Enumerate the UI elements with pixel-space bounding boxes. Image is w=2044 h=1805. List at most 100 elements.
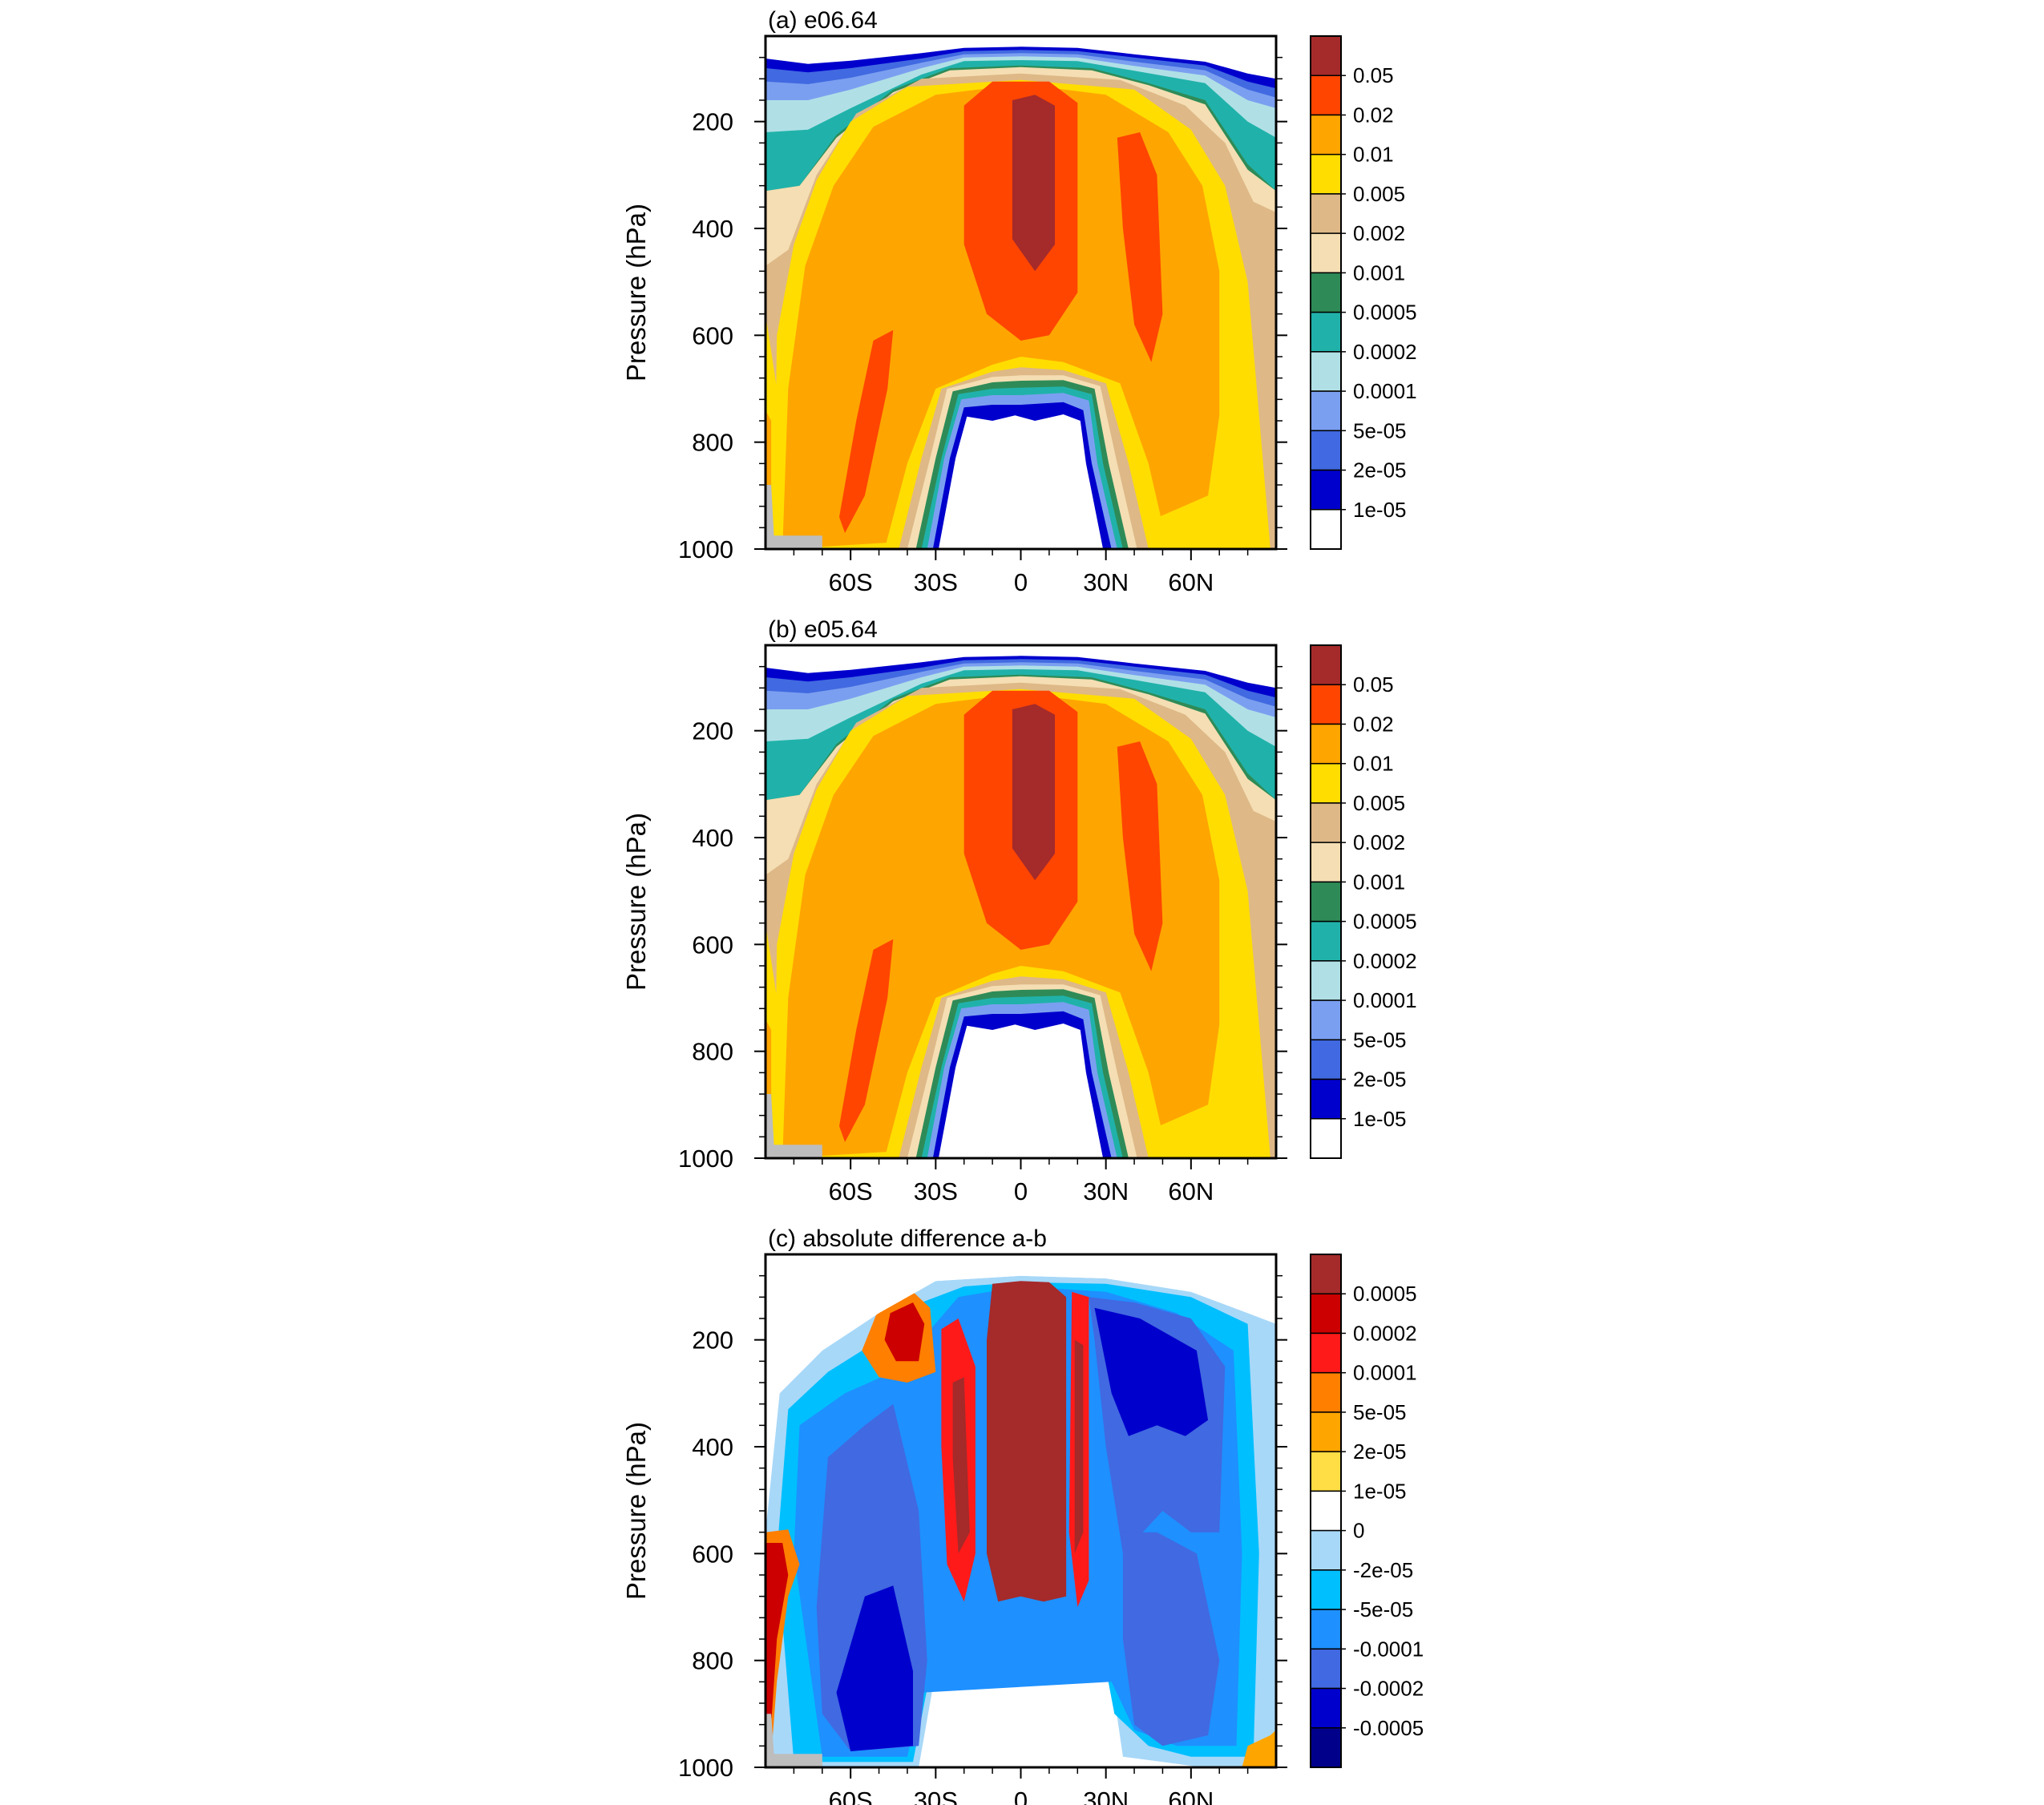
colorbar-box	[1310, 430, 1342, 471]
y-tick-label: 200	[692, 108, 733, 136]
y-tick-label: 800	[692, 429, 733, 457]
contour-band	[839, 939, 894, 1142]
contour-band	[1074, 1339, 1084, 1554]
y-tick-label: 200	[692, 717, 733, 745]
y-tick-label: 600	[692, 321, 733, 349]
contour-band	[938, 414, 1104, 549]
contour-band	[884, 1302, 925, 1362]
missing-data	[765, 1714, 822, 1767]
plot-area	[765, 1254, 1276, 1767]
y-tick-label: 1000	[678, 535, 733, 563]
contour-band	[1117, 132, 1163, 362]
colorbar-box	[1310, 920, 1342, 962]
colorbar-label: -0.0001	[1353, 1637, 1424, 1661]
y-tick-label: 600	[692, 1540, 733, 1568]
colorbar-box	[1310, 842, 1342, 883]
colorbar-box	[1310, 1078, 1342, 1120]
colorbar-box	[1310, 272, 1342, 313]
colorbar-label: 0.0001	[1353, 1361, 1417, 1385]
colorbar-box	[1310, 1529, 1342, 1571]
x-tick-label: 60S	[829, 568, 873, 596]
colorbar-label: 0.005	[1353, 182, 1405, 206]
colorbar-label: 5e-05	[1353, 1028, 1407, 1052]
y-tick-label: 1000	[678, 1754, 733, 1782]
colorbar-box	[1310, 351, 1342, 392]
colorbar-label: -5e-05	[1353, 1597, 1413, 1621]
colorbar-label: 1e-05	[1353, 1479, 1407, 1503]
colorbar-box	[1310, 75, 1342, 116]
contour-band	[765, 1543, 789, 1746]
colorbar-label: 0.02	[1353, 712, 1394, 736]
colorbar-label: 0.002	[1353, 830, 1405, 854]
colorbar-box	[1310, 1490, 1342, 1532]
colorbar-frame	[1310, 644, 1342, 1159]
y-tick-label: 600	[692, 931, 733, 959]
colorbar-label: 0.001	[1353, 870, 1405, 894]
x-tick-label: 60S	[829, 1177, 873, 1205]
colorbar-label: -2e-05	[1353, 1558, 1413, 1582]
colorbar-label: 1e-05	[1353, 1107, 1407, 1131]
x-tick-label: 30N	[1083, 568, 1129, 596]
colorbar-box	[1310, 193, 1342, 234]
colorbar-box	[1310, 1332, 1342, 1374]
x-tick-label: 0	[1014, 1787, 1028, 1805]
contour-band	[836, 1585, 913, 1751]
panel-c: (c) absolute difference a-b 200 400 600 800 1…	[621, 1226, 1424, 1805]
panel-title: (a) e06.64	[768, 7, 878, 34]
y-tick-label: 1000	[678, 1145, 733, 1173]
contour-band	[1122, 1532, 1220, 1746]
x-tick-label: 0	[1014, 1177, 1028, 1205]
colorbar-label: 0.0002	[1353, 949, 1417, 973]
colorbar-label: 0.01	[1353, 752, 1394, 776]
colorbar-label: 0.0005	[1353, 301, 1417, 325]
colorbar-box	[1310, 1118, 1342, 1159]
colorbar: 0.05 0.02 0.01 0.005 0.002 0.001 0.0005 0.0002 0…	[1310, 644, 1417, 1159]
colorbar-label: 0.005	[1353, 791, 1405, 815]
colorbar-label: 1e-05	[1353, 498, 1407, 522]
colorbar-box	[1310, 881, 1342, 923]
contour-band	[1012, 95, 1055, 272]
colorbar-box	[1310, 1371, 1342, 1413]
contour-band	[765, 36, 1276, 74]
x-tick-label: 60S	[829, 1787, 873, 1805]
colorbar-label: 0.0001	[1353, 379, 1417, 403]
colorbar-frame	[1310, 35, 1342, 550]
colorbar-label: 0.05	[1353, 672, 1394, 697]
colorbar-label: -0.0002	[1353, 1677, 1424, 1701]
colorbar-box	[1310, 1293, 1342, 1335]
x-tick-label: 30S	[914, 1787, 958, 1805]
y-tick-label: 400	[692, 1433, 733, 1461]
contour-band	[1242, 1730, 1276, 1767]
x-tick-label: 0	[1014, 568, 1028, 596]
colorbar-label: 0.0005	[1353, 1282, 1417, 1306]
colorbar-label: 0.002	[1353, 221, 1405, 245]
colorbar-box	[1310, 1727, 1342, 1768]
x-tick-label: 30N	[1083, 1177, 1129, 1205]
colorbar-box	[1310, 509, 1342, 550]
colorbar-label: -0.0005	[1353, 1716, 1424, 1740]
y-tick-label: 200	[692, 1326, 733, 1355]
contour-band	[765, 1254, 1276, 1426]
colorbar-box	[1310, 1569, 1342, 1610]
colorbar-label: 0.0001	[1353, 988, 1417, 1012]
colorbar-box	[1310, 114, 1342, 155]
colorbar-box	[1310, 960, 1342, 1001]
colorbar: 0.0005 0.0002 0.0001 5e-05 2e-05 1e-05 0 -2e-05…	[1310, 1254, 1424, 1768]
contour-band	[1094, 1307, 1209, 1436]
colorbar-box	[1310, 684, 1342, 725]
missing-data	[765, 1094, 822, 1158]
x-tick-label: 30S	[914, 1177, 958, 1205]
panel-title: (c) absolute difference a-b	[768, 1226, 1047, 1252]
colorbar-box	[1310, 35, 1342, 76]
contour-band	[839, 329, 894, 533]
y-tick-label: 400	[692, 215, 733, 243]
colorbar-label: 0	[1353, 1519, 1364, 1543]
contour-band	[987, 1281, 1067, 1602]
y-tick-label: 800	[692, 1038, 733, 1066]
contour-band	[938, 1024, 1104, 1158]
colorbar-frame	[1310, 1254, 1342, 1768]
colorbar: 0.05 0.02 0.01 0.005 0.002 0.001 0.0005 0.0002 0…	[1310, 35, 1417, 550]
y-axis-label: Pressure (hPa)	[621, 1422, 651, 1600]
colorbar-box	[1310, 644, 1342, 685]
